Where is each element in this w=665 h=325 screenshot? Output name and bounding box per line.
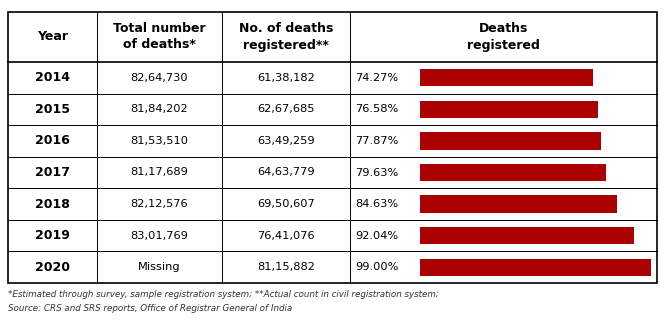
Text: 2016: 2016 xyxy=(35,135,70,148)
Text: Total number
of deaths*: Total number of deaths* xyxy=(113,22,205,51)
Text: 74.27%: 74.27% xyxy=(355,73,398,83)
Text: 63,49,259: 63,49,259 xyxy=(257,136,315,146)
Text: 69,50,607: 69,50,607 xyxy=(257,199,315,209)
Text: 2020: 2020 xyxy=(35,261,70,274)
Text: Year: Year xyxy=(37,31,68,44)
Text: 62,67,685: 62,67,685 xyxy=(257,104,315,114)
Bar xyxy=(420,132,601,150)
Text: 61,38,182: 61,38,182 xyxy=(257,73,315,83)
Text: 2019: 2019 xyxy=(35,229,70,242)
Text: 2018: 2018 xyxy=(35,198,70,211)
Text: 81,17,689: 81,17,689 xyxy=(130,167,188,177)
Text: 99.00%: 99.00% xyxy=(355,262,398,272)
Bar xyxy=(420,258,650,276)
Text: 77.87%: 77.87% xyxy=(355,136,398,146)
Text: 2014: 2014 xyxy=(35,71,70,84)
Text: Deaths
registered: Deaths registered xyxy=(467,22,540,51)
Text: 76.58%: 76.58% xyxy=(355,104,398,114)
Text: 92.04%: 92.04% xyxy=(355,231,398,240)
Text: 81,84,202: 81,84,202 xyxy=(131,104,188,114)
Bar xyxy=(8,12,657,283)
Bar xyxy=(420,164,606,181)
Text: No. of deaths
registered**: No. of deaths registered** xyxy=(239,22,333,51)
Text: 81,15,882: 81,15,882 xyxy=(257,262,315,272)
Bar xyxy=(420,227,634,244)
Text: Missing: Missing xyxy=(138,262,181,272)
Text: 76,41,076: 76,41,076 xyxy=(257,231,315,240)
Text: 84.63%: 84.63% xyxy=(355,199,398,209)
Text: 82,12,576: 82,12,576 xyxy=(131,199,188,209)
Text: 83,01,769: 83,01,769 xyxy=(130,231,188,240)
Text: 81,53,510: 81,53,510 xyxy=(130,136,188,146)
Text: *Estimated through survey, sample registration system; **Actual count in civil r: *Estimated through survey, sample regist… xyxy=(8,290,439,299)
Text: 82,64,730: 82,64,730 xyxy=(131,73,188,83)
Text: Source: CRS and SRS reports, Office of Registrar General of India: Source: CRS and SRS reports, Office of R… xyxy=(8,304,292,313)
Text: 2017: 2017 xyxy=(35,166,70,179)
Text: 79.63%: 79.63% xyxy=(355,167,398,177)
Text: 2015: 2015 xyxy=(35,103,70,116)
Text: 64,63,779: 64,63,779 xyxy=(257,167,315,177)
Bar xyxy=(420,195,617,213)
Bar xyxy=(420,101,598,118)
Bar xyxy=(420,69,593,86)
